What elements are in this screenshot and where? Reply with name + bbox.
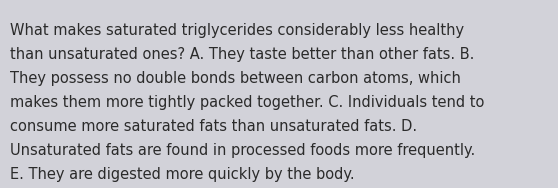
Text: E. They are digested more quickly by the body.: E. They are digested more quickly by the…: [10, 167, 355, 182]
Text: They possess no double bonds between carbon atoms, which: They possess no double bonds between car…: [10, 71, 461, 86]
Text: Unsaturated fats are found in processed foods more frequently.: Unsaturated fats are found in processed …: [10, 143, 475, 158]
Text: What makes saturated triglycerides considerably less healthy: What makes saturated triglycerides consi…: [10, 23, 464, 38]
Text: consume more saturated fats than unsaturated fats. D.: consume more saturated fats than unsatur…: [10, 119, 417, 134]
Text: than unsaturated ones? A. They taste better than other fats. B.: than unsaturated ones? A. They taste bet…: [10, 47, 474, 62]
Text: makes them more tightly packed together. C. Individuals tend to: makes them more tightly packed together.…: [10, 95, 484, 110]
